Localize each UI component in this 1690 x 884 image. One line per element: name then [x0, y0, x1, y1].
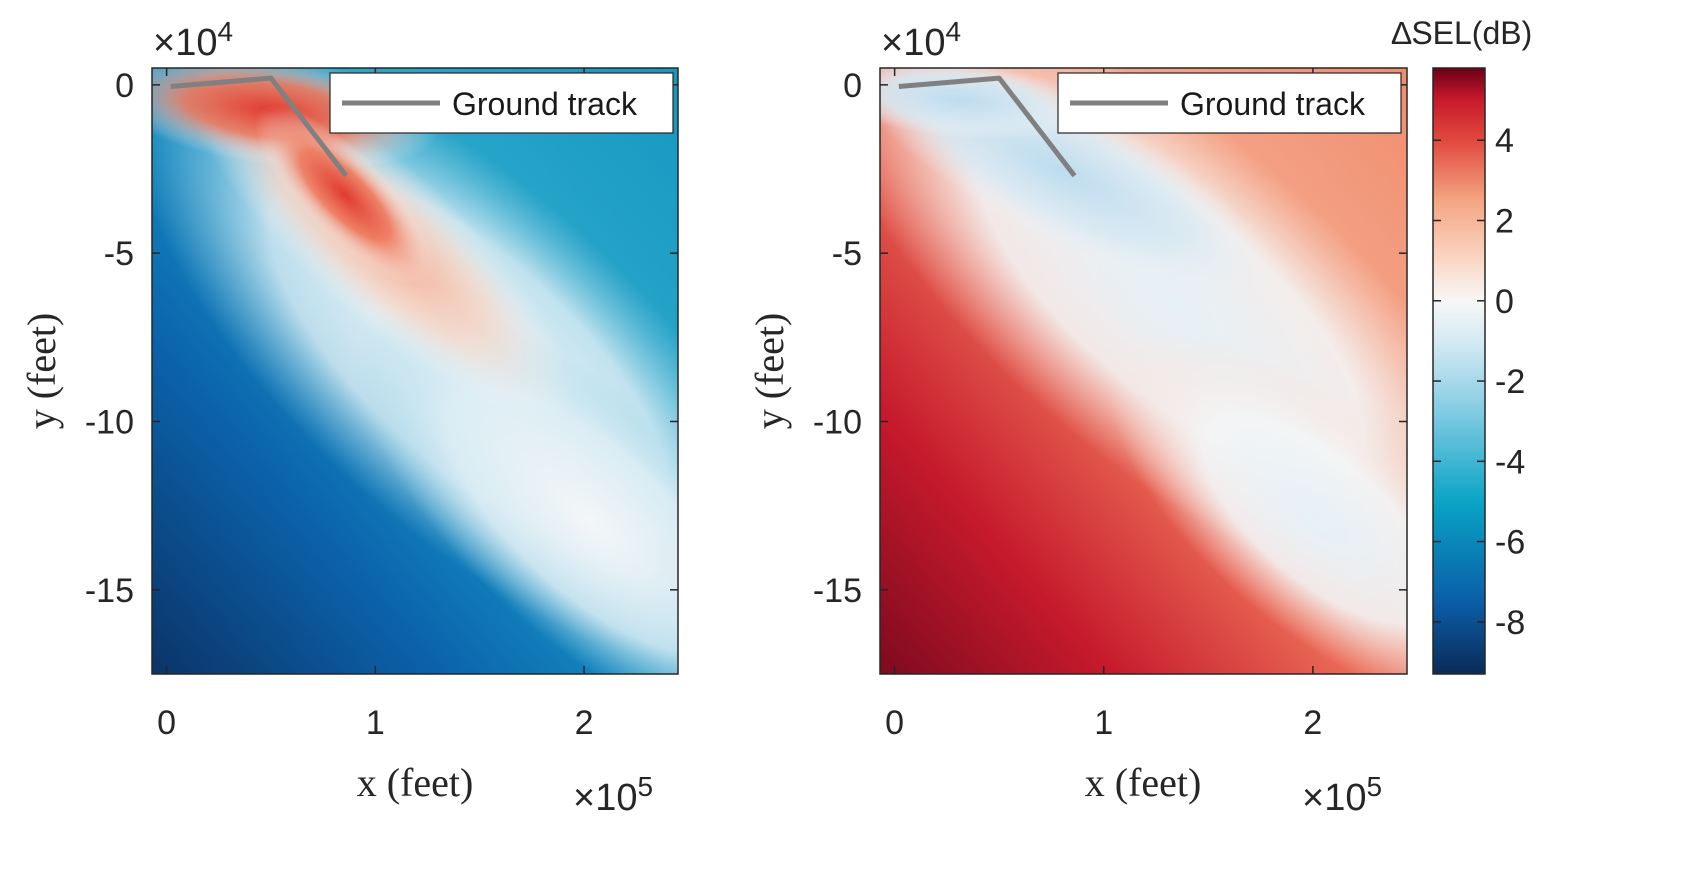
- right-pale-band-far: [1108, 332, 1407, 674]
- right-x-tick-label: 1: [1094, 704, 1113, 742]
- right-y-tick-label: -5: [832, 235, 862, 273]
- left-ground-track-line: [170, 75, 349, 178]
- right-legend: Ground track: [1057, 72, 1402, 134]
- left-x-tick-label: 0: [157, 704, 176, 742]
- colorbar-tick-label: 0: [1495, 283, 1514, 321]
- colorbar-tick-label: -2: [1495, 363, 1525, 401]
- colorbar-strip: [1432, 67, 1486, 675]
- left-legend-label: Ground track: [452, 86, 638, 122]
- colorbar: 4 2 0 -2 -4 -6 -8 ∆SEL(dB): [1392, 15, 1533, 675]
- left-y-tick-label: -15: [85, 572, 134, 610]
- left-legend: Ground track: [329, 72, 674, 134]
- left-axes-box: [151, 67, 679, 675]
- right-panel: 0 1 2 0 -5 -10 -15 Ground track ×104 ×105 x (f…: [747, 16, 1408, 819]
- left-y-tick-label: -5: [104, 235, 134, 273]
- colorbar-tick-label: 2: [1495, 203, 1514, 241]
- right-y-tick-label: -10: [813, 404, 862, 442]
- colorbar-tick-label: 4: [1495, 122, 1514, 160]
- colorbar-title: ∆SEL(dB): [1392, 15, 1533, 51]
- left-red-diag: [255, 105, 435, 285]
- colorbar-tick-label: -8: [1495, 604, 1525, 642]
- left-x-tick-label: 2: [575, 704, 594, 742]
- left-y-axis-title: y (feet): [19, 313, 64, 430]
- right-y-tick-label: -15: [813, 572, 862, 610]
- left-x-axis-title: x (feet): [357, 760, 474, 805]
- right-axes-box: [879, 67, 1408, 675]
- left-x-multiplier: ×105: [573, 771, 653, 819]
- right-ground-track-line: [898, 75, 1077, 178]
- colorbar-ticks: 4 2 0 -2 -4 -6 -8: [1433, 122, 1525, 642]
- right-x-axis-title: x (feet): [1085, 760, 1202, 805]
- left-y-tick-label: -10: [85, 404, 134, 442]
- right-legend-label: Ground track: [1180, 86, 1366, 122]
- colorbar-tick-label: -4: [1495, 443, 1525, 481]
- right-blue-head: [880, 68, 1090, 140]
- right-heatmap: [880, 68, 1407, 674]
- left-white-halo-far: [353, 300, 678, 674]
- left-y-multiplier: ×104: [153, 16, 233, 64]
- left-y-tick-label: 0: [115, 67, 134, 105]
- left-ticks: 0 1 2 0 -5 -10 -15: [85, 67, 678, 742]
- right-y-tick-label: 0: [843, 67, 862, 105]
- left-x-tick-label: 1: [366, 704, 385, 742]
- right-x-tick-label: 2: [1303, 704, 1322, 742]
- left-panel: 0 1 2 0 -5 -10 -15 Ground track ×104 ×105 x (f…: [19, 16, 679, 819]
- right-y-axis-title: y (feet): [747, 313, 792, 430]
- right-y-multiplier: ×104: [881, 16, 961, 64]
- right-x-tick-label: 0: [885, 704, 904, 742]
- right-x-multiplier: ×105: [1302, 771, 1382, 819]
- left-heatmap: [152, 68, 678, 674]
- right-ticks: 0 1 2 0 -5 -10 -15: [813, 67, 1407, 742]
- colorbar-tick-label: -6: [1495, 524, 1525, 562]
